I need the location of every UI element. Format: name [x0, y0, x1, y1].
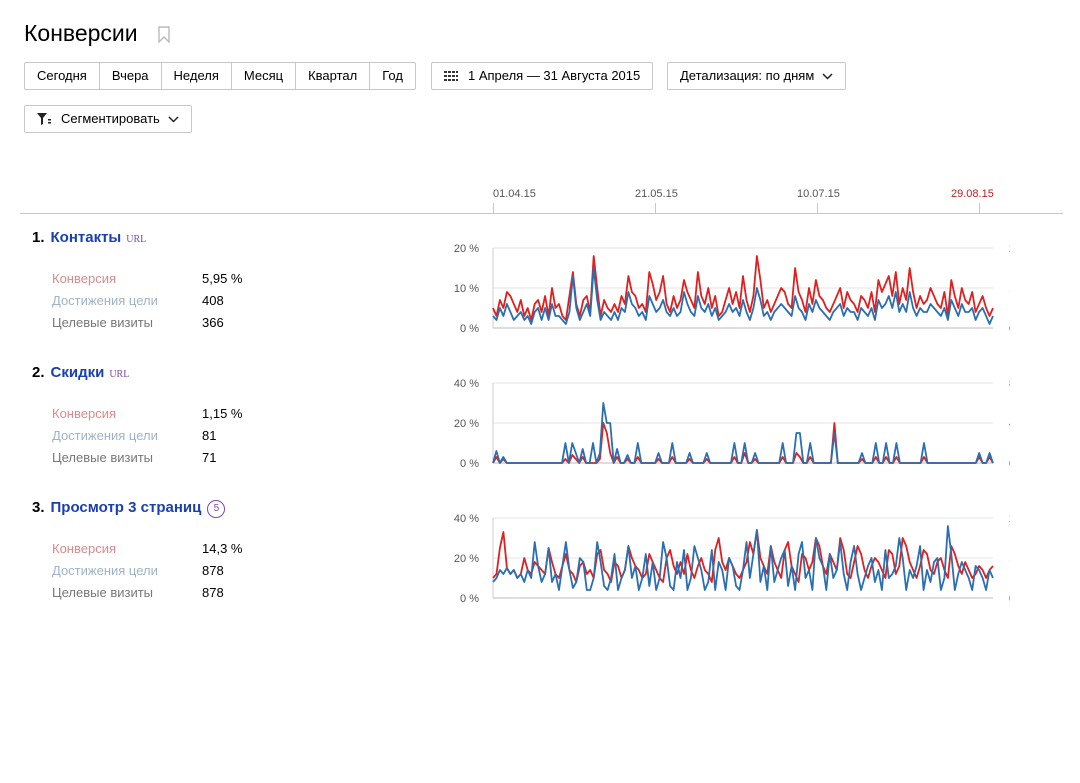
y-tick-label-left: 40 % — [454, 378, 479, 390]
y-tick-label-left: 10 % — [454, 283, 479, 295]
stat-label: Достижения цели — [52, 428, 158, 443]
detail-dropdown[interactable]: Детализация: по дням — [667, 62, 847, 90]
timeline-label: 01.04.15 — [493, 188, 536, 200]
chevron-down-icon — [168, 115, 179, 123]
stat-value: 5,95 % — [202, 271, 243, 286]
period-selector: Сегодня Вчера Неделя Месяц Квартал Год — [24, 62, 416, 90]
goal-chart: 40 % 20 % 0 % 20 10 0 — [454, 513, 1010, 605]
visits-series-line — [492, 402, 994, 464]
goal-steps-badge: 5 — [207, 500, 226, 518]
segment-label: Сегментировать — [61, 111, 160, 126]
goal-name-link[interactable]: Контакты — [50, 229, 122, 246]
stat-label: Конверсия — [52, 406, 117, 421]
y-tick-label-left: 0 % — [460, 458, 479, 470]
goal-type-tag: URL — [109, 369, 130, 380]
y-tick-label-right: 10 — [1009, 553, 1010, 565]
goal-index: 1. — [32, 229, 45, 246]
goal-index: 2. — [32, 364, 45, 381]
date-range-label: 1 Апреля — 31 Августа 2015 — [468, 68, 641, 83]
period-today-button[interactable]: Сегодня — [37, 68, 87, 83]
goal-chart: 40 % 20 % 0 % 8 4 0 — [454, 378, 1010, 470]
stat-value: 1,15 % — [202, 406, 243, 421]
y-tick-label-right: 4 — [1009, 418, 1010, 430]
period-week-button[interactable]: Неделя — [160, 63, 231, 89]
stat-label: Целевые визиты — [52, 585, 154, 600]
stat-value: 878 — [202, 585, 224, 600]
visits-series-line — [492, 525, 994, 591]
y-tick-label-left: 40 % — [454, 513, 479, 525]
stat-label: Целевые визиты — [52, 315, 154, 330]
goal-name-link[interactable]: Скидки — [50, 364, 105, 381]
period-yesterday-button[interactable]: Вчера — [98, 63, 161, 89]
stat-value: 81 — [202, 428, 217, 443]
y-tick-label-right: 0 — [1009, 458, 1010, 470]
chevron-down-icon — [822, 72, 833, 80]
goal-name-link[interactable]: Просмотр 3 страниц — [50, 499, 202, 516]
y-tick-label-left: 20 % — [454, 243, 479, 255]
y-tick-label-right: 20 — [1009, 243, 1010, 255]
stat-label: Целевые визиты — [52, 450, 154, 465]
timeline-tick — [979, 203, 980, 213]
stat-label: Конверсия — [52, 541, 117, 556]
y-tick-label-right: 0 — [1009, 593, 1010, 605]
stat-label: Достижения цели — [52, 563, 158, 578]
stat-value: 366 — [202, 315, 224, 330]
goal-index: 3. — [32, 499, 45, 516]
period-month-button[interactable]: Месяц — [230, 63, 295, 89]
segment-dropdown[interactable]: Сегментировать — [24, 105, 192, 133]
y-tick-label-right: 0 — [1009, 323, 1010, 335]
stat-value: 71 — [202, 450, 217, 465]
detail-label: Детализация: по дням — [680, 68, 815, 83]
page-title: Конверсии — [24, 20, 138, 46]
timeline-tick — [655, 203, 656, 213]
y-tick-label-right: 8 — [1009, 378, 1010, 390]
filter-icon — [37, 113, 51, 125]
stat-value: 408 — [202, 293, 224, 308]
stat-value: 14,3 % — [202, 541, 243, 556]
timeline-label: 10.07.15 — [797, 188, 840, 200]
date-range-button[interactable]: 1 Апреля — 31 Августа 2015 — [431, 62, 654, 90]
y-tick-label-right: 20 — [1009, 513, 1010, 525]
y-tick-label-left: 0 % — [460, 323, 479, 335]
goal-type-tag: URL — [126, 234, 147, 245]
timeline-axis — [20, 213, 1063, 214]
y-tick-label-left: 20 % — [454, 553, 479, 565]
period-year-button[interactable]: Год — [369, 63, 415, 89]
timeline-tick — [817, 203, 818, 213]
stat-label: Конверсия — [52, 271, 117, 286]
y-tick-label-left: 0 % — [460, 593, 479, 605]
visits-series-line — [492, 267, 994, 325]
timeline-label: 21.05.15 — [635, 188, 678, 200]
goal-chart: 20 % 10 % 0 % 20 10 0 — [454, 243, 1010, 335]
timeline-tick — [493, 203, 494, 213]
calendar-icon — [444, 71, 458, 81]
period-quarter-button[interactable]: Квартал — [295, 63, 369, 89]
stat-label: Достижения цели — [52, 293, 158, 308]
stat-value: 878 — [202, 563, 224, 578]
y-tick-label-right: 10 — [1009, 283, 1010, 295]
timeline-label-current: 29.08.15 — [951, 188, 994, 200]
bookmark-icon[interactable] — [157, 26, 171, 43]
y-tick-label-left: 20 % — [454, 418, 479, 430]
